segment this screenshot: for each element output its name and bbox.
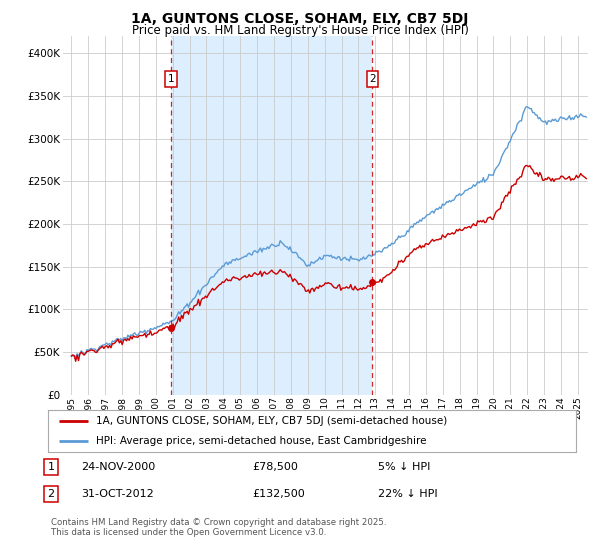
Text: £78,500: £78,500 [252, 462, 298, 472]
Text: £132,500: £132,500 [252, 489, 305, 499]
Text: 1A, GUNTONS CLOSE, SOHAM, ELY, CB7 5DJ (semi-detached house): 1A, GUNTONS CLOSE, SOHAM, ELY, CB7 5DJ (… [95, 416, 447, 426]
Text: 2: 2 [369, 74, 376, 84]
Text: Price paid vs. HM Land Registry's House Price Index (HPI): Price paid vs. HM Land Registry's House … [131, 24, 469, 37]
Text: 22% ↓ HPI: 22% ↓ HPI [378, 489, 437, 499]
Text: 2: 2 [47, 489, 55, 499]
Text: 1A, GUNTONS CLOSE, SOHAM, ELY, CB7 5DJ: 1A, GUNTONS CLOSE, SOHAM, ELY, CB7 5DJ [131, 12, 469, 26]
Text: 24-NOV-2000: 24-NOV-2000 [81, 462, 155, 472]
Text: 1: 1 [168, 74, 175, 84]
Text: 5% ↓ HPI: 5% ↓ HPI [378, 462, 430, 472]
Text: HPI: Average price, semi-detached house, East Cambridgeshire: HPI: Average price, semi-detached house,… [95, 436, 426, 446]
Bar [171, 36, 373, 395]
Text: 1: 1 [47, 462, 55, 472]
Text: Contains HM Land Registry data © Crown copyright and database right 2025.
This d: Contains HM Land Registry data © Crown c… [51, 518, 386, 538]
Text: 31-OCT-2012: 31-OCT-2012 [81, 489, 154, 499]
